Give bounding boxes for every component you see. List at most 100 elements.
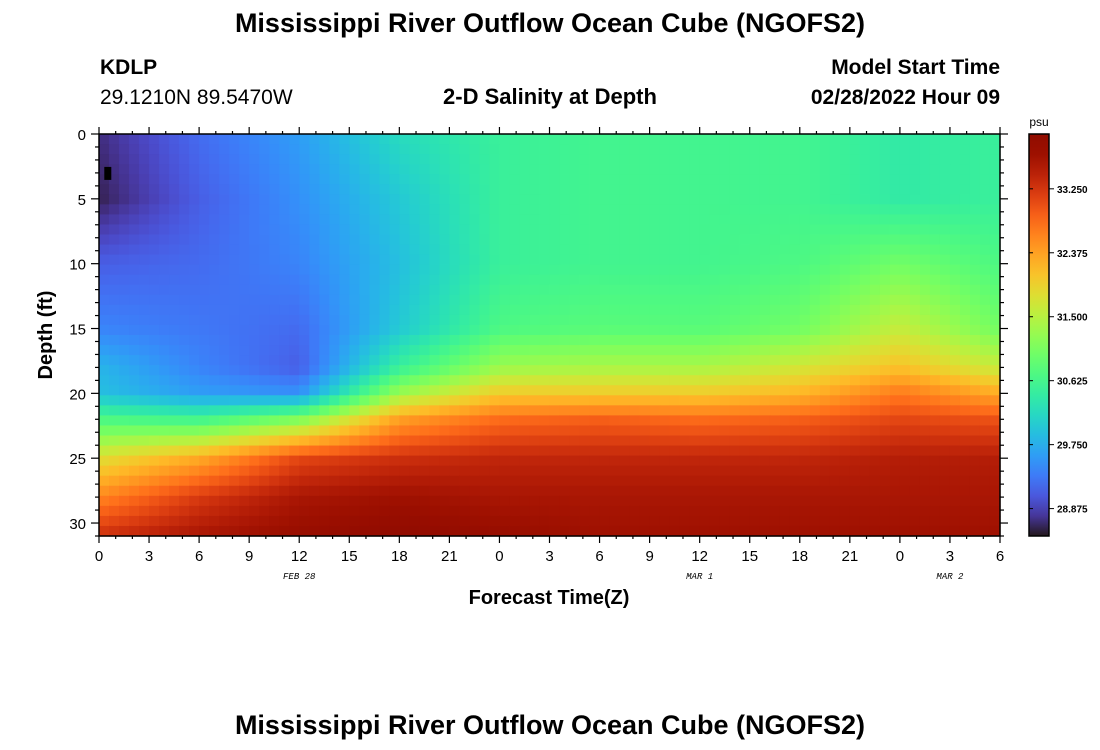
heatmap-cell xyxy=(409,435,420,447)
heatmap-cell xyxy=(499,455,511,467)
heatmap-cell xyxy=(869,314,881,326)
heatmap-cell xyxy=(409,405,420,416)
heatmap-cell xyxy=(169,194,180,205)
heatmap-cell xyxy=(159,415,170,427)
heatmap-cell xyxy=(589,144,601,155)
heatmap-cell xyxy=(309,234,320,246)
heatmap-cell xyxy=(679,515,691,527)
heatmap-cell xyxy=(349,485,360,497)
heatmap-cell xyxy=(709,445,721,457)
heatmap-cell xyxy=(919,144,931,155)
heatmap-cell xyxy=(559,485,571,497)
heatmap-cell xyxy=(439,515,450,527)
heatmap-cell xyxy=(729,475,741,487)
heatmap-cell xyxy=(789,435,801,447)
heatmap-cell xyxy=(349,214,360,226)
heatmap-cell xyxy=(799,425,811,437)
heatmap-cell xyxy=(489,244,501,256)
heatmap-cell xyxy=(889,505,901,517)
heatmap-cell xyxy=(389,355,400,366)
heatmap-cell xyxy=(109,284,120,296)
heatmap-cell xyxy=(299,355,310,366)
heatmap-cell xyxy=(769,174,781,185)
heatmap-cell xyxy=(419,425,430,437)
heatmap-cell xyxy=(529,254,541,266)
heatmap-cell xyxy=(659,314,671,326)
heatmap-cell xyxy=(179,204,190,215)
heatmap-cell xyxy=(799,515,811,527)
heatmap-cell xyxy=(549,405,561,416)
heatmap-cell xyxy=(899,335,911,346)
heatmap-cell xyxy=(319,204,330,215)
heatmap-cell xyxy=(839,445,851,457)
heatmap-cell xyxy=(829,204,841,215)
heatmap-cell xyxy=(259,214,270,226)
heatmap-cell xyxy=(979,505,991,517)
heatmap-cell xyxy=(679,505,691,517)
heatmap-cell xyxy=(719,164,731,175)
heatmap-cell xyxy=(339,234,350,246)
heatmap-cell xyxy=(179,234,190,246)
heatmap-cell xyxy=(379,284,390,296)
heatmap-cell xyxy=(539,455,551,467)
x-tick-label: 0 xyxy=(95,548,103,565)
heatmap-cell xyxy=(579,194,591,205)
heatmap-cell xyxy=(149,264,160,276)
heatmap-cell xyxy=(989,254,1001,266)
heatmap-cell xyxy=(919,314,931,326)
heatmap-cell xyxy=(779,335,791,346)
heatmap-cell xyxy=(779,485,791,497)
heatmap-cell xyxy=(979,324,991,336)
heatmap-cell xyxy=(299,134,310,145)
heatmap-cell xyxy=(179,425,190,437)
heatmap-cell xyxy=(149,475,160,487)
heatmap-cell xyxy=(959,154,971,165)
heatmap-cell xyxy=(839,425,851,437)
heatmap-cell xyxy=(609,134,621,145)
heatmap-cell xyxy=(229,254,240,266)
heatmap-cell xyxy=(539,164,551,175)
heatmap-cell xyxy=(259,475,270,487)
heatmap-cell xyxy=(159,475,170,487)
heatmap-cell xyxy=(769,505,781,517)
heatmap-cell xyxy=(209,395,220,406)
heatmap-cell xyxy=(709,505,721,517)
heatmap-cell xyxy=(409,485,420,497)
heatmap-cell xyxy=(129,134,140,145)
heatmap-cell xyxy=(199,455,210,467)
heatmap-cell xyxy=(349,234,360,246)
heatmap-cell xyxy=(599,395,611,406)
heatmap-cell xyxy=(139,435,150,447)
heatmap-cell xyxy=(379,525,390,537)
heatmap-cell xyxy=(119,214,130,226)
heatmap-cell xyxy=(849,204,861,215)
heatmap-cell xyxy=(629,405,641,416)
heatmap-cell xyxy=(379,395,390,406)
heatmap-cell xyxy=(99,184,110,195)
heatmap-cell xyxy=(289,204,300,215)
heatmap-cell xyxy=(929,244,941,256)
heatmap-cell xyxy=(689,435,701,447)
heatmap-cell xyxy=(99,254,110,266)
heatmap-cell xyxy=(729,214,741,226)
heatmap-cell xyxy=(139,495,150,507)
heatmap-cell xyxy=(359,455,370,467)
heatmap-cell xyxy=(659,164,671,175)
heatmap-cell xyxy=(279,505,290,517)
heatmap-cell xyxy=(669,324,681,336)
heatmap-cell xyxy=(449,435,460,447)
heatmap-cell xyxy=(589,425,601,437)
heatmap-cell xyxy=(449,254,460,266)
heatmap-cell xyxy=(709,184,721,195)
heatmap-cell xyxy=(159,184,170,195)
heatmap-cell xyxy=(579,214,591,226)
heatmap-cell xyxy=(269,254,280,266)
x-date-label: FEB 28 xyxy=(283,572,316,582)
model-start-value: 02/28/2022 Hour 09 xyxy=(810,86,1000,109)
heatmap-cell xyxy=(519,495,531,507)
heatmap-cell xyxy=(629,495,641,507)
heatmap-cell xyxy=(349,224,360,236)
heatmap-cell xyxy=(389,515,400,527)
heatmap-cell xyxy=(319,525,330,537)
heatmap-cell xyxy=(549,445,561,457)
